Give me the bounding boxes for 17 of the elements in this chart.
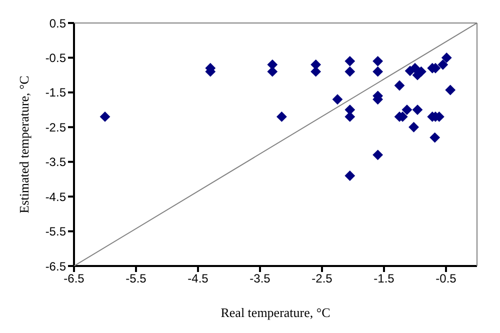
y-tick-label: -1.5 (45, 86, 66, 100)
x-tick-label: -6.5 (64, 272, 85, 286)
y-tick-label: -4.5 (45, 190, 66, 204)
x-axis-title: Real temperature, °C (220, 305, 330, 320)
y-tick-label: 0.5 (49, 16, 66, 30)
x-tick-label: -2.5 (312, 272, 333, 286)
y-tick-label: -6.5 (45, 259, 66, 274)
y-axis-title: Estimated temperature, °C (16, 76, 32, 214)
x-tick-label: -0.5 (436, 272, 457, 286)
x-tick-label: -5.5 (126, 272, 147, 286)
y-tick-label: -0.5 (45, 50, 66, 65)
y-tick-label: -5.5 (45, 224, 66, 239)
x-tick-label: -4.5 (188, 272, 209, 286)
x-tick-label: -3.5 (250, 272, 271, 286)
y-tick-label: -3.5 (45, 155, 66, 170)
x-tick-label: -1.5 (374, 272, 395, 286)
y-tick-label: -2.5 (45, 120, 66, 134)
